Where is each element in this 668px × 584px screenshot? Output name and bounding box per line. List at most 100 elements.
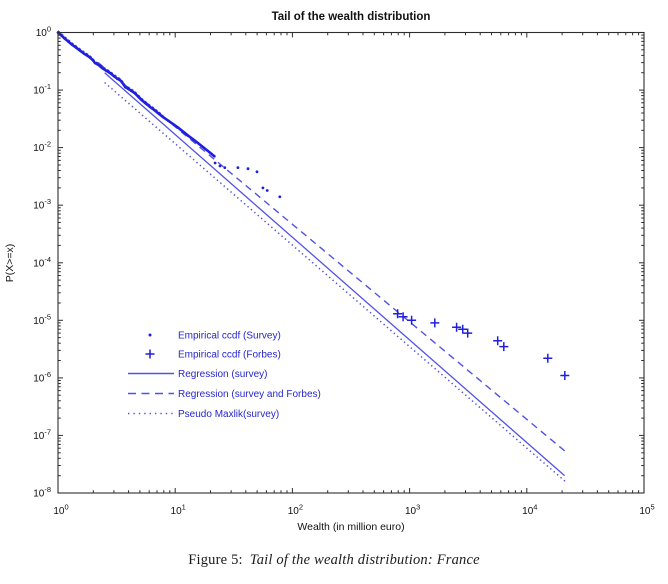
survey-ccdf-tail-dot [213, 161, 217, 165]
forbes-plus-marker [543, 353, 553, 363]
survey-ccdf-dot [70, 43, 74, 46]
survey-ccdf-dot [144, 102, 147, 105]
y-tick-label: 10-2 [33, 140, 51, 155]
survey-ccdf-dot [83, 52, 86, 56]
survey-ccdf-dot [62, 36, 66, 40]
caption-title: Tail of the wealth distribution: France [249, 552, 480, 568]
forbes-plus-marker [407, 315, 417, 325]
survey-ccdf-dot [161, 115, 165, 119]
survey-ccdf-dot [101, 67, 104, 70]
survey-ccdf-dot [166, 119, 170, 122]
survey-ccdf-dot [104, 69, 108, 72]
series-empirical-ccdf-forbes [393, 309, 570, 380]
survey-ccdf-dot [192, 138, 195, 141]
x-tick-label: 102 [288, 503, 303, 518]
survey-ccdf-dot [213, 154, 216, 158]
survey-ccdf-dot [148, 105, 152, 109]
legend-label: Empirical ccdf (Forbes) [178, 350, 281, 361]
survey-ccdf-tail-dot [236, 166, 240, 170]
y-tick-label: 10-8 [33, 485, 51, 500]
forbes-plus-marker [452, 322, 462, 332]
chart-canvas: Tail of the wealth distribution 100 101 10… [4, 11, 655, 533]
legend-label: Pseudo Maxlik(survey) [178, 409, 279, 420]
x-tick-label: 101 [171, 503, 186, 518]
survey-ccdf-dot [87, 55, 90, 58]
survey-ccdf-dot [119, 79, 122, 82]
y-tick-labels: 100 10-1 10-2 10-3 10-4 10-5 10-6 10-7 10-8 [33, 25, 51, 500]
survey-ccdf-band [56, 31, 216, 158]
legend-label: Empirical ccdf (Survey) [178, 331, 281, 342]
forbes-plus-marker [458, 324, 468, 334]
survey-ccdf-tail-dot [246, 167, 250, 171]
survey-ccdf-dot [129, 89, 133, 92]
y-tick-label: 10-4 [33, 255, 51, 270]
survey-ccdf-dot [121, 82, 125, 86]
survey-ccdf-band-fuzz [57, 30, 164, 117]
survey-ccdf-dot [126, 87, 130, 90]
legend-item-pseudo-maxlik: Pseudo Maxlik(survey) [128, 409, 279, 420]
x-tick-labels: 100 101 102 103 104 105 [53, 503, 654, 518]
survey-ccdf-tail-dot [261, 186, 265, 190]
survey-ccdf-dot [197, 142, 201, 145]
forbes-plus-marker [430, 318, 440, 328]
survey-ccdf-dot [112, 74, 116, 78]
survey-ccdf-dot [202, 146, 206, 150]
x-axis-label: Wealth (in million euro) [297, 521, 404, 533]
survey-ccdf-dot [140, 99, 144, 102]
survey-ccdf-tail-dot [278, 195, 282, 199]
survey-ccdf-dot [133, 91, 136, 95]
forbes-plus-marker [560, 371, 570, 380]
survey-ccdf-dot [93, 61, 97, 65]
survey-ccdf-dot [171, 122, 175, 126]
survey-ccdf-dot [157, 112, 160, 115]
legend-label: Regression (survey and Forbes) [178, 389, 321, 400]
x-tick-label: 100 [53, 503, 68, 518]
survey-ccdf-dot [207, 150, 211, 154]
x-tick-label: 104 [522, 503, 537, 518]
survey-ccdf-dot [108, 71, 112, 75]
caption-prefix: Figure 5: [188, 552, 243, 568]
forbes-plus-marker [499, 342, 509, 352]
legend-plus-marker [145, 349, 155, 359]
survey-ccdf-tail-dot [218, 164, 222, 168]
forbes-plus-marker [493, 336, 503, 346]
survey-ccdf-dot [153, 108, 156, 112]
y-axis-label: P(X>=x) [4, 244, 16, 283]
survey-ccdf-dot [66, 40, 70, 43]
survey-ccdf-dot [59, 33, 63, 37]
forbes-plus-marker [393, 309, 403, 319]
survey-ccdf-dot [115, 77, 119, 80]
survey-ccdf-dot [97, 63, 100, 67]
legend-label: Regression (survey) [178, 369, 267, 380]
y-tick-label: 10-6 [33, 370, 51, 385]
legend-item-forbes-ccdf: Empirical ccdf (Forbes) [145, 349, 281, 361]
series-empirical-ccdf-survey [56, 30, 282, 199]
survey-ccdf-dot [124, 85, 127, 89]
y-tick-label: 10-3 [33, 197, 51, 212]
y-tick-label: 100 [36, 25, 51, 40]
y-tick-label: 10-5 [33, 312, 51, 327]
survey-ccdf-dot [186, 134, 190, 137]
survey-ccdf-dot [137, 95, 140, 99]
legend-item-regression-survey: Regression (survey) [128, 369, 267, 380]
legend: Empirical ccdf (Survey) Empirical ccdf (F… [128, 331, 321, 420]
x-tick-label: 105 [639, 503, 654, 518]
legend-item-survey-ccdf: Empirical ccdf (Survey) [148, 331, 281, 342]
legend-dot-marker [148, 333, 152, 337]
y-tick-label: 10-1 [33, 82, 51, 97]
legend-item-regression-survey-forbes: Regression (survey and Forbes) [128, 389, 321, 400]
chart-title: Tail of the wealth distribution [272, 11, 431, 23]
figure-caption: Figure 5: Tail of the wealth distribution… [0, 552, 668, 569]
forbes-plus-marker [398, 312, 408, 322]
survey-ccdf-dot [74, 46, 78, 49]
survey-ccdf-tail-dot [223, 166, 227, 170]
y-tick-label: 10-7 [33, 427, 51, 442]
forbes-plus-marker [463, 328, 473, 338]
line-regression-survey [104, 72, 565, 477]
survey-ccdf-tail-dot [265, 189, 269, 192]
survey-ccdf-dot [176, 126, 180, 129]
survey-ccdf-dot [91, 58, 94, 62]
survey-ccdf-tail-dot [255, 170, 259, 174]
plot-border [57, 31, 645, 494]
